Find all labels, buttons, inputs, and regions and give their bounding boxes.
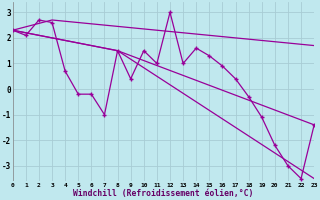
X-axis label: Windchill (Refroidissement éolien,°C): Windchill (Refroidissement éolien,°C) [73,189,254,198]
